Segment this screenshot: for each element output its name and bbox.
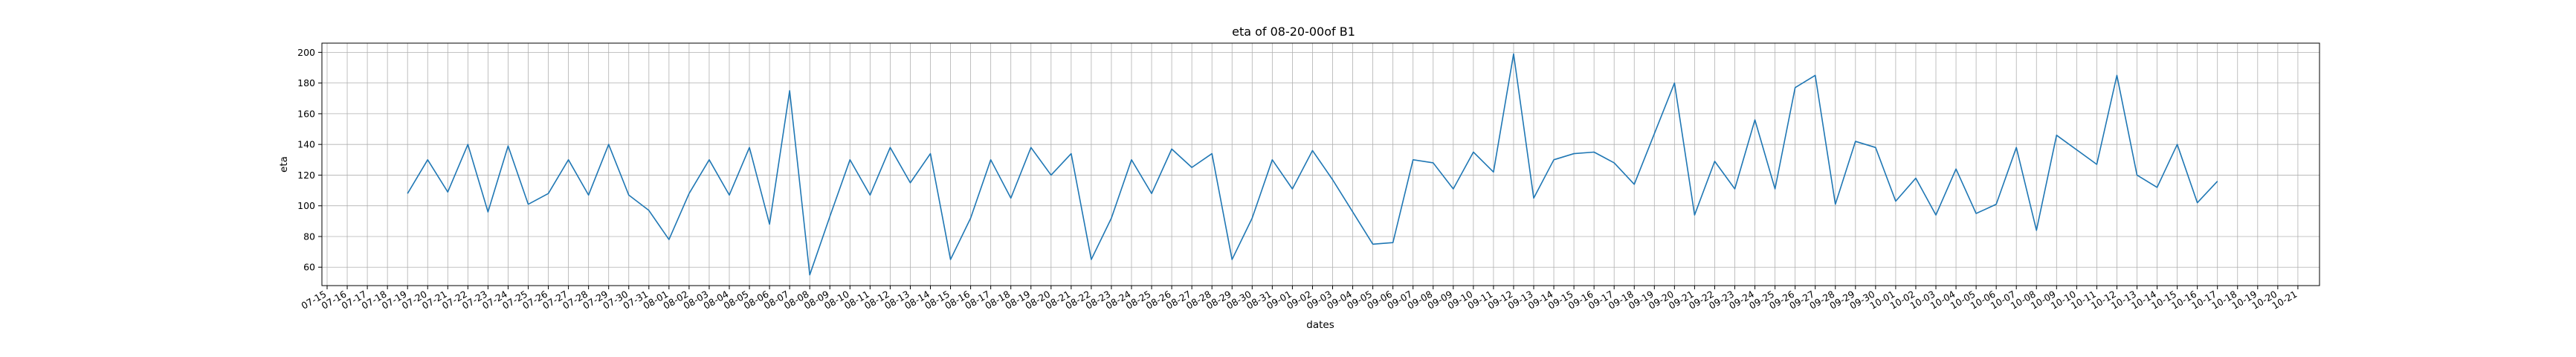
y-tick-label: 80: [303, 231, 315, 242]
y-tick-label: 60: [303, 262, 315, 273]
series-layer: [407, 53, 2218, 276]
y-tick-label: 160: [297, 108, 315, 119]
chart-title: eta of 08-20-00of B1: [1232, 25, 1355, 39]
grid-lines: [322, 43, 2320, 286]
y-tick-label: 140: [297, 139, 315, 150]
y-tick-label: 120: [297, 170, 315, 181]
y-axis-label: eta: [278, 156, 290, 173]
x-axis: 07-1507-1607-1707-1807-1907-2007-2107-22…: [300, 286, 2299, 312]
x-axis-label: dates: [1306, 319, 1334, 331]
y-tick-label: 180: [297, 77, 315, 89]
y-tick-label: 200: [297, 47, 315, 58]
series-line: [407, 53, 2218, 276]
y-tick-label: 100: [297, 200, 315, 211]
plot-area-frame: [321, 42, 2320, 286]
y-axis: 60 80 100 120 140 160 180 200: [297, 47, 322, 273]
